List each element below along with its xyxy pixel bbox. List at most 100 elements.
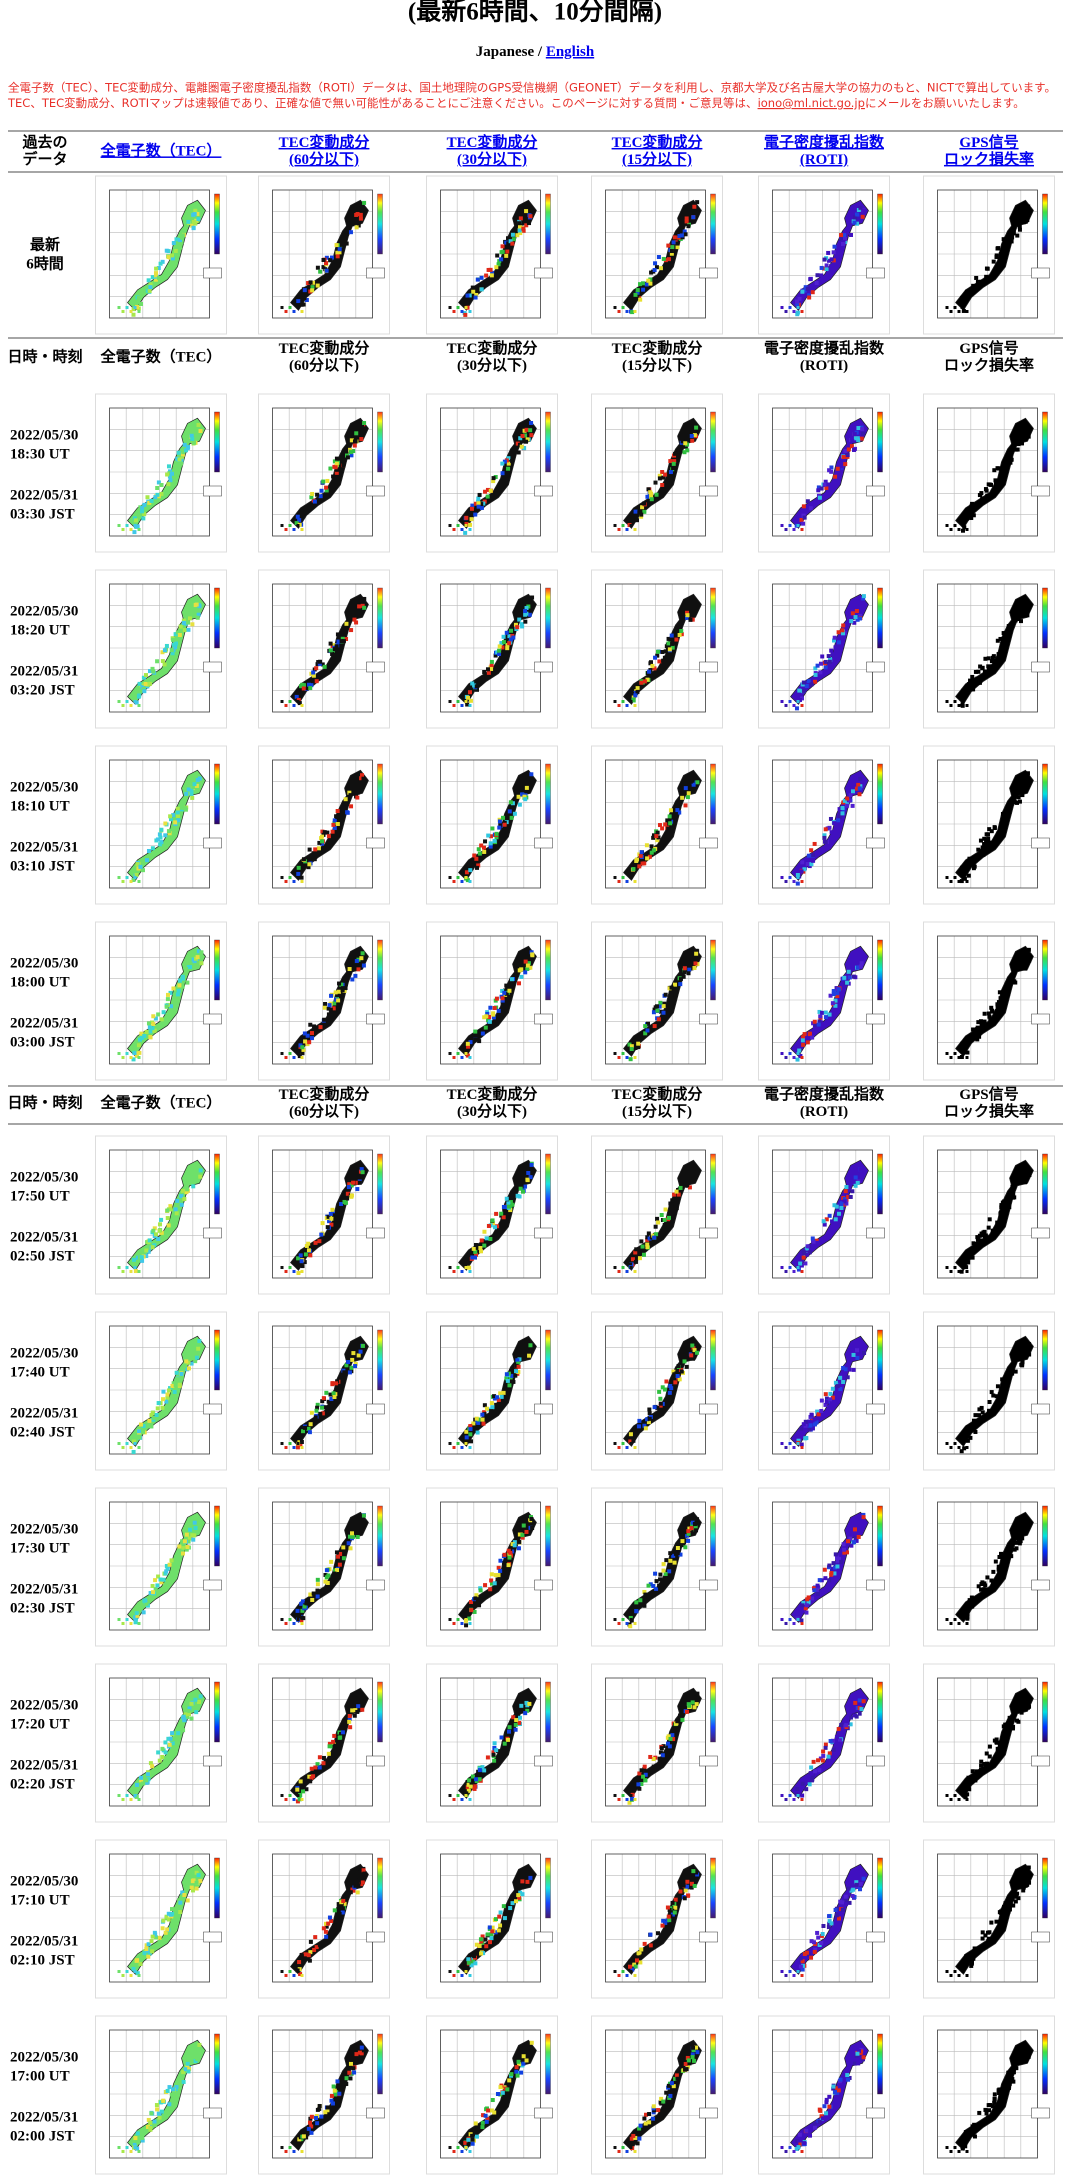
column-link[interactable]: TEC変動成分: [279, 133, 370, 151]
map-legend-box: [203, 1579, 222, 1591]
map-cell: [332, 647, 337, 652]
column-link[interactable]: GPS信号: [959, 133, 1018, 151]
map-island: [137, 704, 141, 707]
map-cell: [840, 1907, 845, 1912]
map-cell: [139, 1255, 144, 1260]
map-cell: [799, 869, 804, 874]
map-cell: [836, 1741, 841, 1746]
map-cell: [298, 1779, 303, 1784]
map-island: [464, 1794, 468, 1797]
map-cell: [970, 501, 975, 506]
map-cell: [357, 220, 362, 225]
map-cell: [672, 982, 677, 987]
map-legend-box: [866, 267, 885, 279]
map-cell: [176, 450, 181, 455]
map-cell: [157, 1228, 162, 1233]
map-cell: [980, 1417, 985, 1422]
map-cell: [635, 296, 640, 301]
map-cell: [973, 858, 978, 863]
map-cell: [645, 1417, 650, 1422]
map-cell: [838, 1738, 843, 1743]
map-cell: [134, 1611, 139, 1616]
map-cell: [312, 1947, 317, 1952]
map-cell: [170, 651, 175, 656]
map-cell: [961, 865, 966, 870]
map-cell: [852, 436, 857, 441]
row-time: 02:10 JST: [10, 1952, 75, 1968]
map-cell: [964, 1265, 969, 1270]
map-cell: [497, 825, 502, 830]
map-land: [955, 1687, 1034, 1799]
colorbar: [1042, 763, 1048, 825]
column-link[interactable]: (30分以下): [457, 151, 527, 168]
map-island: [961, 306, 965, 309]
email-link[interactable]: iono@ml.nict.go.jp: [758, 96, 865, 110]
map-cell: [191, 1537, 196, 1542]
map-cell: [163, 1740, 168, 1745]
column-link[interactable]: TEC変動成分: [447, 133, 538, 151]
column-link[interactable]: (ROTI): [800, 152, 848, 168]
map-cell: [511, 1715, 516, 1720]
row-date: 2022/05/30: [10, 779, 78, 795]
map-cell: [830, 652, 835, 657]
lang-english-link[interactable]: English: [546, 44, 595, 60]
map-cell: [334, 456, 339, 461]
map-cell: [507, 634, 512, 639]
column-link[interactable]: (60分以下): [289, 151, 359, 168]
map-island: [300, 1270, 304, 1273]
map-cell: [196, 1170, 201, 1175]
map-cell: [484, 1236, 489, 1241]
map-cell: [844, 1185, 849, 1190]
map-plot-border: [440, 1501, 541, 1631]
latest-label: 最新: [30, 235, 60, 253]
map-cell: [482, 669, 487, 674]
map-island: [468, 1798, 472, 1801]
map-cell: [823, 659, 828, 664]
map-cell: [330, 1207, 335, 1212]
map-cell: [508, 637, 513, 642]
map-island: [460, 880, 464, 883]
map-land: [790, 1863, 869, 1975]
map-cell: [827, 1914, 832, 1919]
map-cell: [303, 1781, 308, 1786]
column-link[interactable]: 全電子数（TEC）: [100, 141, 222, 159]
map-cell: [474, 687, 479, 692]
map-cell: [691, 1869, 696, 1874]
map-cell: [147, 1238, 152, 1243]
map-cell: [639, 1947, 644, 1952]
map-cell: [661, 475, 666, 480]
map-plot-border: [937, 1149, 1038, 1279]
column-link[interactable]: 電子密度擾乱指数: [764, 133, 885, 151]
map-cell: [815, 1591, 820, 1596]
map-cell: [1011, 445, 1016, 450]
column-link[interactable]: (15分以下): [622, 151, 692, 168]
map-cell: [482, 1403, 487, 1408]
map-cell: [163, 1750, 168, 1755]
map-cell: [695, 1350, 700, 1355]
map-cell: [144, 1254, 149, 1259]
map-cell: [644, 843, 649, 848]
map-cell: [331, 1006, 336, 1011]
map-legend-box: [699, 1013, 718, 1025]
map-island: [961, 1266, 965, 1269]
column-link[interactable]: TEC変動成分: [612, 133, 703, 151]
map-cell: [642, 501, 647, 506]
column-link[interactable]: ロック損失率: [944, 150, 1034, 168]
map-cell: [822, 266, 827, 271]
map-cell: [795, 302, 800, 307]
map-image: [923, 1135, 1055, 1295]
map-cell: [324, 1575, 329, 1580]
map-cell: [498, 1910, 503, 1915]
map-cell: [833, 1907, 838, 1912]
map-cell: [195, 615, 200, 620]
map-cell: [965, 1783, 970, 1788]
map-image: [591, 1839, 723, 1999]
map-cell: [855, 1180, 860, 1185]
map-cell: [995, 1008, 1000, 1013]
map-island: [460, 704, 464, 707]
map-cell: [306, 682, 311, 687]
map-cell: [660, 1753, 665, 1758]
row-time: 02:30 JST: [10, 1600, 75, 1616]
map-cell: [687, 1703, 692, 1708]
map-cell: [190, 223, 195, 228]
